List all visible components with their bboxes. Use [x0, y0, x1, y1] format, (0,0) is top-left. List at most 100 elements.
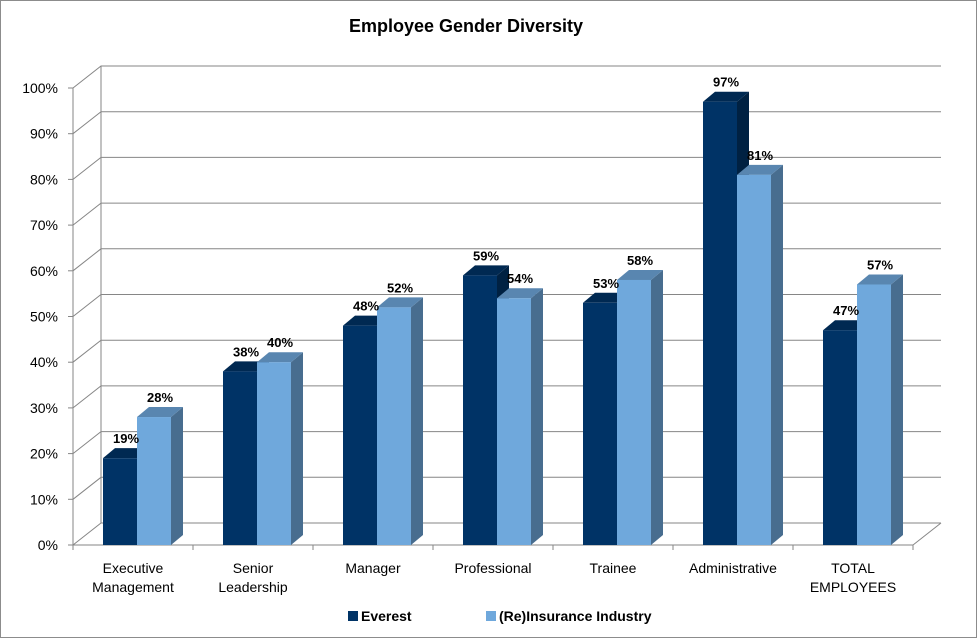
bar-front — [617, 279, 651, 545]
y-tick-label: 40% — [30, 354, 58, 370]
x-tick-label-line: Executive — [103, 560, 164, 576]
x-axis: Executive Management Senior Leadership Manag… — [72, 545, 914, 595]
bar-side — [771, 164, 783, 545]
data-label: 47% — [833, 303, 859, 318]
data-label: 57% — [867, 258, 893, 273]
y-tick-label: 10% — [30, 491, 58, 507]
bar-top — [497, 288, 543, 299]
x-tick-label-line: Management — [92, 579, 174, 595]
bar-front — [737, 174, 771, 545]
x-tick-label-line: Trainee — [590, 560, 637, 576]
x-tick-label: Professional — [454, 560, 531, 576]
y-tick-label: 30% — [30, 400, 58, 416]
bar — [617, 269, 663, 545]
gridline — [72, 65, 941, 89]
bar-front — [857, 284, 891, 545]
data-label: 54% — [507, 271, 533, 286]
bar-front — [223, 371, 257, 545]
bar — [857, 274, 903, 545]
y-tick-label: 60% — [30, 263, 58, 279]
data-label: 38% — [233, 344, 259, 359]
bar-side — [411, 297, 423, 545]
x-tick-label-line: EMPLOYEES — [810, 579, 896, 595]
bar — [137, 407, 183, 545]
bar — [257, 352, 303, 545]
bar — [377, 297, 423, 545]
bar-front — [583, 302, 617, 545]
legend-swatch — [486, 611, 496, 621]
bar-front — [137, 417, 171, 545]
bar-top — [463, 265, 509, 276]
chart-title: Employee Gender Diversity — [349, 16, 583, 36]
bar-top — [617, 269, 663, 280]
bar-top — [137, 407, 183, 418]
y-axis: 0% 10% 20% 30% 40% 50% 60% 70% 80% 90% 100% — [22, 80, 73, 553]
x-tick-label: Trainee — [590, 560, 637, 576]
legend: Everest (Re)Insurance Industry — [348, 608, 652, 624]
x-tick-label: Executive Management — [92, 560, 174, 595]
bar-side — [651, 269, 663, 545]
y-tick-label: 0% — [38, 537, 58, 553]
legend-item: Everest — [348, 608, 412, 624]
data-label: 40% — [267, 335, 293, 350]
bar-side — [291, 352, 303, 545]
gridline — [72, 156, 941, 180]
bar-front — [463, 275, 497, 545]
data-label: 97% — [713, 75, 739, 90]
bar-top — [257, 352, 303, 363]
bar-top — [857, 274, 903, 285]
data-labels: 19% 28% 38% 40% 48% 52% 59% 54% 53% 58% 97% 81% 47% 5… — [113, 75, 893, 446]
bar-front — [257, 362, 291, 545]
data-label: 48% — [353, 299, 379, 314]
x-tick-label-line: Professional — [454, 560, 531, 576]
legend-swatch — [348, 611, 358, 621]
bar-top — [703, 91, 749, 102]
gridlines — [72, 65, 941, 546]
bars — [103, 91, 903, 546]
x-tick-label-line: Administrative — [689, 560, 777, 576]
data-label: 28% — [147, 390, 173, 405]
y-tick-label: 80% — [30, 171, 58, 187]
gridline — [72, 248, 941, 272]
floor-edge — [912, 522, 942, 546]
bar-front — [823, 330, 857, 545]
x-tick-label: Administrative — [689, 560, 777, 576]
x-tick-label-line: Leadership — [218, 579, 287, 595]
data-label: 52% — [387, 280, 413, 295]
gridline — [72, 111, 941, 135]
data-label: 53% — [593, 276, 619, 291]
bar-side — [171, 407, 183, 545]
x-tick-label: Senior Leadership — [218, 560, 287, 595]
bar-front — [497, 298, 531, 545]
bar-front — [103, 458, 137, 545]
legend-label: (Re)Insurance Industry — [499, 608, 652, 624]
x-tick-label: TOTAL EMPLOYEES — [810, 560, 896, 595]
y-tick-label: 90% — [30, 126, 58, 142]
bar — [737, 164, 783, 545]
data-label: 19% — [113, 431, 139, 446]
bar-top — [377, 297, 423, 308]
bar — [497, 288, 543, 545]
x-tick-label-line: Senior — [233, 560, 274, 576]
bar-front — [377, 307, 411, 545]
legend-label: Everest — [361, 608, 412, 624]
bar-top — [737, 164, 783, 175]
data-label: 59% — [473, 248, 499, 263]
x-tick-label: Manager — [345, 560, 401, 576]
data-label: 58% — [627, 253, 653, 268]
x-tick-label-line: Manager — [345, 560, 401, 576]
data-label: 81% — [747, 148, 773, 163]
x-tick-label-line: TOTAL — [831, 560, 875, 576]
bar-side — [531, 288, 543, 545]
bar-side — [891, 274, 903, 545]
bar-front — [343, 325, 377, 545]
y-tick-label: 70% — [30, 217, 58, 233]
gridline — [72, 202, 941, 226]
y-tick-label: 20% — [30, 446, 58, 462]
legend-item: (Re)Insurance Industry — [486, 608, 652, 624]
y-tick-label: 50% — [30, 309, 58, 325]
y-tick-label: 100% — [22, 80, 58, 96]
bar-front — [703, 101, 737, 546]
